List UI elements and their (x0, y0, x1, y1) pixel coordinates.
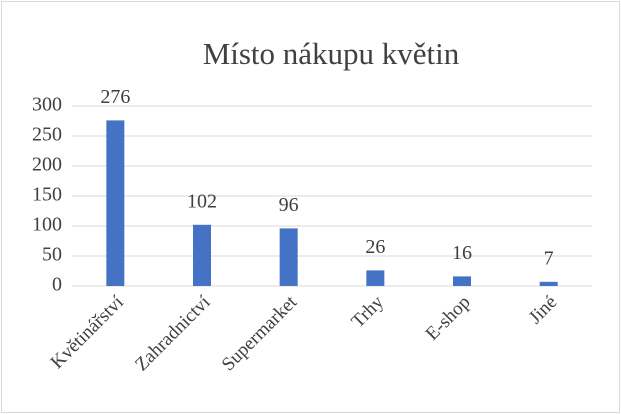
bar (453, 276, 471, 286)
data-label: 7 (544, 247, 554, 269)
bar (106, 120, 125, 287)
y-tick-label: 50 (42, 244, 62, 266)
bar (193, 224, 211, 286)
y-tick-label: 0 (52, 274, 62, 296)
y-tick-label: 300 (32, 94, 62, 116)
data-label: 276 (100, 86, 130, 108)
chart-title: Místo nákupu květin (203, 36, 460, 71)
y-tick-label: 150 (32, 184, 62, 206)
data-label: 96 (279, 194, 299, 216)
data-label: 16 (452, 242, 472, 264)
data-label: 26 (365, 236, 385, 258)
y-tick-label: 100 (32, 214, 62, 236)
bar (279, 228, 298, 286)
bar (366, 270, 385, 286)
y-tick-label: 200 (32, 154, 62, 176)
bar (539, 281, 558, 286)
data-label: 102 (187, 190, 217, 212)
y-tick-label: 250 (32, 124, 62, 146)
